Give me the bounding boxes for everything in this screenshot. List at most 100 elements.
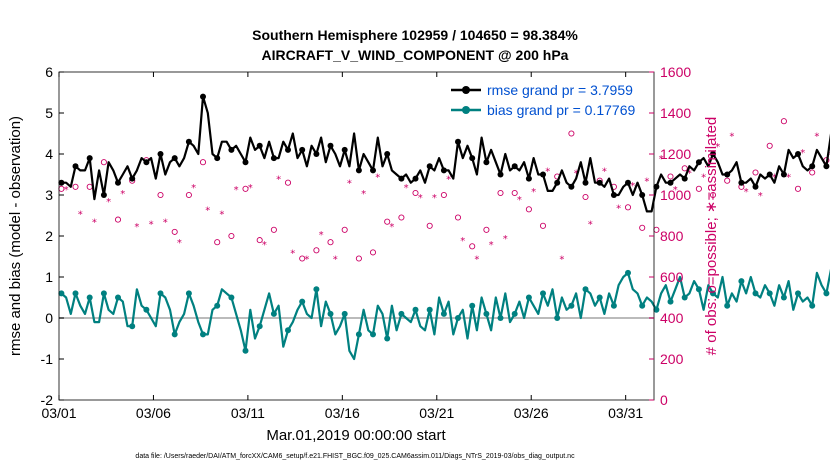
rmse-point [440, 167, 447, 174]
obs-possible-marker [185, 191, 192, 199]
obs-assimilated-marker: * [389, 222, 394, 233]
obs-assimilated-marker: * [120, 189, 125, 200]
obs-assimilated-marker: * [149, 220, 154, 231]
right-y-tick-label: 200 [660, 351, 684, 367]
obs-assimilated-marker: * [630, 181, 635, 192]
obs-possible-marker [525, 206, 532, 213]
x-tick-label: 03/01 [41, 405, 76, 421]
bias-point [384, 335, 391, 342]
x-tick-label: 03/16 [325, 405, 360, 421]
left-y-tick-label: 6 [45, 64, 53, 80]
bias-point [440, 310, 447, 317]
obs-assimilated-marker: * [559, 255, 564, 266]
bias-point [398, 310, 405, 317]
obs-assimilated-marker: * [446, 175, 451, 186]
obs-possible-marker [228, 232, 235, 240]
bias-point [143, 306, 150, 313]
legend-rmse-marker [462, 86, 470, 94]
bias-point [455, 315, 461, 321]
rmse-point [327, 142, 334, 149]
obs-assimilated-marker: * [786, 173, 791, 184]
bias-point [341, 310, 348, 317]
obs-possible-marker [412, 189, 419, 197]
obs-assimilated-marker: * [687, 169, 692, 180]
obs-possible-marker [483, 226, 490, 233]
bias-point [525, 294, 532, 301]
obs-possible-marker [341, 226, 348, 233]
obs-assimilated-marker: * [262, 240, 267, 251]
bias-point [469, 302, 476, 309]
obs-assimilated-marker: * [758, 191, 763, 202]
legend-bias-marker [462, 106, 470, 114]
right-y-axis-ticks: 0 200 400 600 800 1000 1200 1400 1600 [649, 64, 691, 408]
x-axis-ticks: 03/01 03/06 03/11 03/16 03/21 03/26 03/31 [41, 72, 643, 421]
rmse-point [752, 183, 759, 190]
bias-point [667, 298, 674, 305]
obs-assimilated-marker: * [134, 222, 139, 233]
rmse-point [568, 183, 575, 190]
obs-possible-marker [157, 191, 164, 199]
obs-possible-marker [469, 243, 476, 250]
bias-point [299, 298, 306, 305]
rmse-point [582, 179, 589, 186]
rmse-point [341, 146, 348, 153]
obs-possible-marker [639, 224, 646, 231]
rmse-point [554, 179, 561, 186]
obs-assimilated-marker: * [361, 189, 366, 200]
rmse-point [214, 155, 221, 162]
obs-assimilated-marker: * [177, 238, 182, 249]
obs-possible-marker [440, 191, 447, 199]
rmse-point [695, 159, 702, 166]
bias-point [115, 294, 121, 301]
obs-assimilated-marker: * [460, 236, 465, 247]
obs-assimilated-marker: * [814, 132, 819, 143]
rmse-point [185, 138, 192, 145]
right-y-tick-label: 1000 [660, 187, 691, 203]
rmse-point [809, 163, 816, 170]
obs-assimilated-marker: * [205, 205, 210, 216]
rmse-point [483, 159, 490, 166]
rmse-point [766, 171, 773, 178]
bias-point [610, 302, 617, 309]
obs-assimilated-marker: * [64, 185, 69, 196]
legend: rmse grand pr = 3.7959 bias grand pr = 0… [451, 82, 635, 118]
chart-title-line1: Southern Hemisphere 102959 / 104650 = 98… [252, 27, 578, 43]
rmse-point [58, 179, 65, 186]
obs-assimilated-marker: * [517, 195, 522, 206]
rmse-point [242, 159, 249, 166]
obs-assimilated-marker: * [503, 234, 508, 245]
obs-assimilated-marker: * [602, 166, 607, 177]
right-y-tick-label: 1600 [660, 64, 691, 80]
bias-point [370, 331, 376, 338]
obs-assimilated-marker: * [418, 193, 423, 204]
bias-point [100, 290, 107, 297]
obs-possible-marker [114, 216, 122, 223]
bias-point [653, 306, 660, 313]
rmse-point [86, 155, 93, 162]
obs-assimilated-marker: * [78, 210, 83, 221]
rmse-point [469, 155, 476, 162]
obs-possible-marker [794, 185, 802, 192]
bias-point [625, 269, 631, 276]
obs-possible-marker [426, 222, 433, 229]
rmse-point [625, 179, 631, 186]
bias-point [200, 331, 206, 338]
obs-possible-marker [384, 218, 391, 225]
rmse-point [313, 151, 320, 157]
bias-point [86, 294, 93, 301]
obs-assimilated-marker: * [545, 166, 550, 177]
obs-assimilated-marker: * [715, 142, 720, 153]
rmse-point [412, 175, 419, 182]
left-y-tick-label: -1 [41, 351, 54, 367]
obs-possible-marker [72, 183, 79, 190]
legend-bias-label: bias grand pr = 0.17769 [487, 102, 635, 118]
obs-possible-marker [171, 228, 178, 235]
rmse-point [384, 151, 391, 157]
obs-possible-marker [809, 169, 816, 176]
obs-possible-marker [256, 237, 263, 244]
obs-assimilated-marker: * [319, 230, 324, 241]
bias-point [554, 315, 561, 321]
right-y-tick-label: 0 [660, 392, 668, 408]
right-y-axis-label: # of obs: o=possible; ∗=assimilated [703, 117, 720, 356]
obs-assimilated-marker: * [191, 183, 196, 194]
